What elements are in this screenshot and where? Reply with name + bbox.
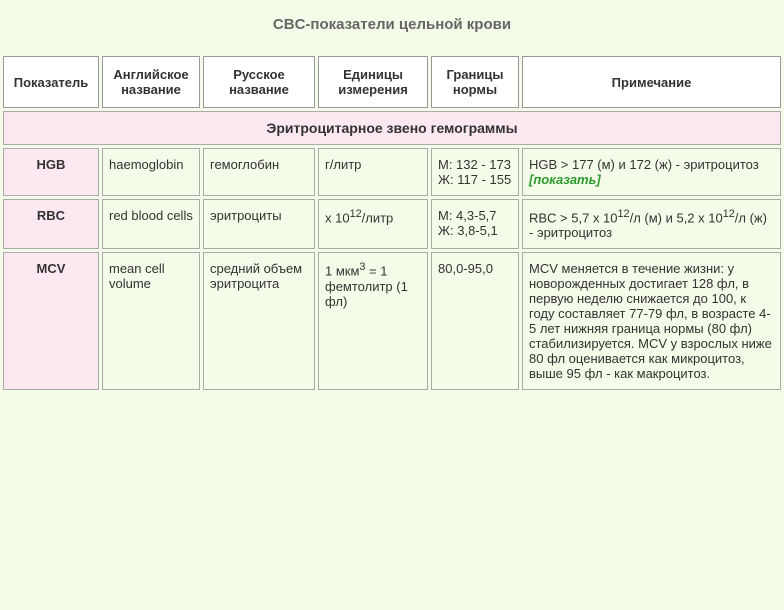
table-row: HGB haemoglobin гемоглобин г/литр М: 132…	[3, 148, 781, 196]
table-row: MCV mean cell volume средний объем эритр…	[3, 252, 781, 390]
cell-russian: эритроциты	[203, 199, 315, 249]
col-units: Единицы измерения	[318, 56, 428, 108]
cell-units: 1 мкм3 = 1 фемтолитр (1 фл)	[318, 252, 428, 390]
header-row: Показатель Английское название Русское н…	[3, 56, 781, 108]
show-link[interactable]: [показать]	[529, 172, 601, 187]
col-russian: Русское название	[203, 56, 315, 108]
cell-note: MCV меняется в течение жизни: у новорожд…	[522, 252, 781, 390]
cbc-table: Показатель Английское название Русское н…	[0, 53, 784, 393]
cell-indicator: HGB	[3, 148, 99, 196]
cell-indicator: MCV	[3, 252, 99, 390]
table-row: RBC red blood cells эритроциты x 1012/ли…	[3, 199, 781, 249]
cell-range: М: 132 - 173Ж: 117 - 155	[431, 148, 519, 196]
col-english: Английское название	[102, 56, 200, 108]
cell-russian: гемоглобин	[203, 148, 315, 196]
cell-indicator: RBC	[3, 199, 99, 249]
col-note: Примечание	[522, 56, 781, 108]
section-row: Эритроцитарное звено гемограммы	[3, 111, 781, 145]
cell-units: г/литр	[318, 148, 428, 196]
section-title: Эритроцитарное звено гемограммы	[3, 111, 781, 145]
cell-english: mean cell volume	[102, 252, 200, 390]
page-title: CBC-показатели цельной крови	[0, 0, 784, 53]
cell-range: М: 4,3-5,7Ж: 3,8-5,1	[431, 199, 519, 249]
cell-english: haemoglobin	[102, 148, 200, 196]
col-indicator: Показатель	[3, 56, 99, 108]
cell-note: RBC > 5,7 x 1012/л (м) и 5,2 x 1012/л (ж…	[522, 199, 781, 249]
col-range: Границы нормы	[431, 56, 519, 108]
cell-note: HGB > 177 (м) и 172 (ж) - эритроцитоз [п…	[522, 148, 781, 196]
cell-range: 80,0-95,0	[431, 252, 519, 390]
cell-english: red blood cells	[102, 199, 200, 249]
cell-russian: средний объем эритроцита	[203, 252, 315, 390]
cell-units: x 1012/литр	[318, 199, 428, 249]
